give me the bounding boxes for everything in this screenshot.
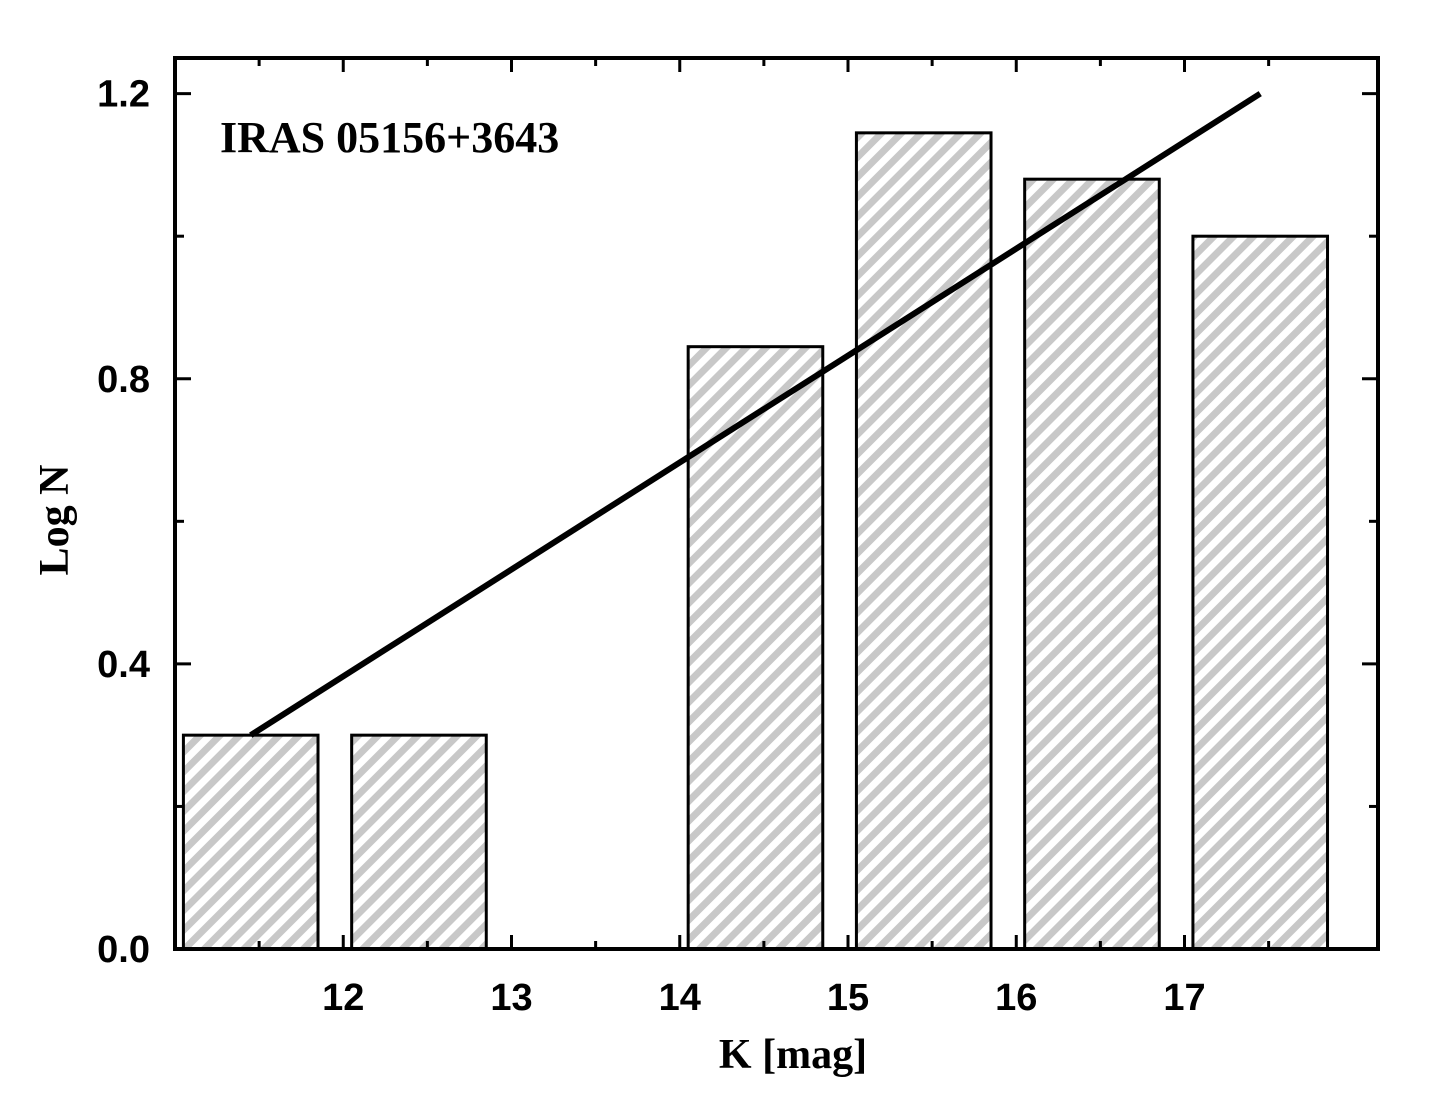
x-tick-label: 12 (322, 977, 364, 1019)
fit-line (249, 91, 1262, 738)
fit-line-layer (249, 91, 1262, 738)
x-axis-title: K [mag] (719, 1032, 867, 1078)
y-tick-label: 1.2 (97, 74, 150, 116)
x-tick-label: 13 (490, 977, 532, 1019)
y-axis-title: Log N (32, 465, 78, 576)
x-tick-label: 15 (827, 977, 869, 1019)
plot-frame (173, 56, 1380, 951)
bar-2 (350, 733, 488, 951)
bar-3 (686, 345, 825, 951)
bar-1 (181, 733, 320, 951)
x-tick-label: 14 (659, 977, 701, 1019)
y-tick-label: 0.4 (97, 644, 150, 686)
y-tick-label: 0.0 (97, 929, 150, 971)
chart-annotation: IRAS 05156+3643 (220, 113, 559, 162)
ticks-layer (175, 58, 1378, 951)
bars-layer (181, 131, 1330, 951)
bar-4 (854, 131, 993, 951)
bar-5 (1023, 177, 1161, 951)
bar-6 (1191, 234, 1330, 951)
y-tick-label: 0.8 (97, 359, 150, 401)
x-tick-label: 17 (1163, 977, 1205, 1019)
tick-labels-layer: 12 13 14 15 16 17 0.0 0.4 0.8 1.2 (97, 74, 1205, 1019)
x-tick-label: 16 (995, 977, 1037, 1019)
